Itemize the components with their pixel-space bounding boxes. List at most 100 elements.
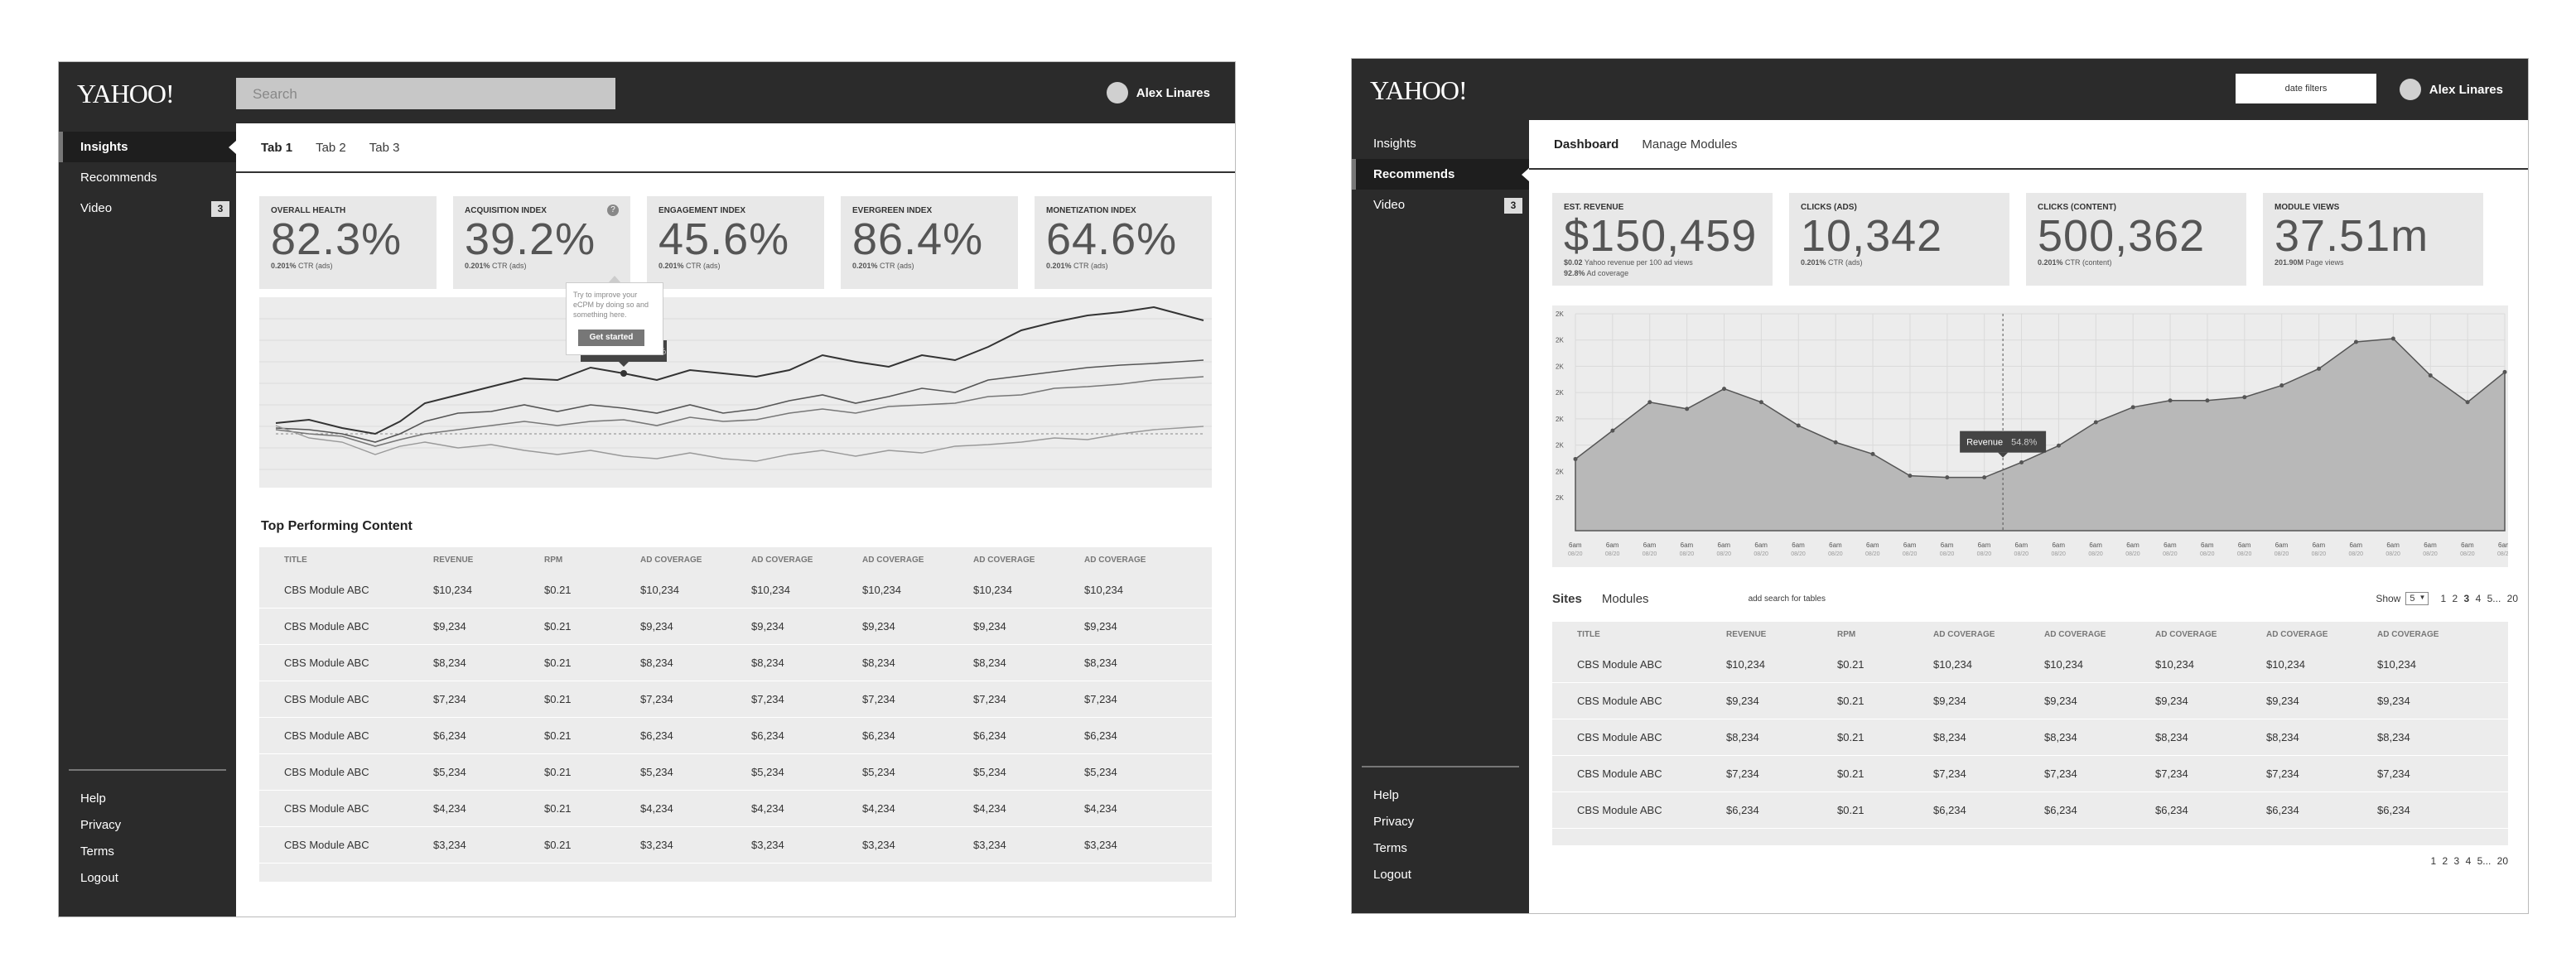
privacy-link[interactable]: Privacy (80, 818, 122, 832)
main-content: Dashboard Manage Modules EST. REVENUE $15… (1529, 120, 2528, 913)
metric-card[interactable]: EVERGREEN INDEX 86.4% 0.201% CTR (ads) (841, 196, 1018, 289)
table-row[interactable]: CBS Module ABC $3,234 $0.21 $3,234 $3,234 $3,… (259, 827, 1212, 864)
help-icon[interactable]: ? (607, 204, 619, 216)
get-started-button[interactable]: Get started (578, 330, 644, 346)
column-header[interactable]: AD COVERAGE (640, 555, 702, 565)
table-row[interactable]: CBS Module ABC $6,234 $0.21 $6,234 $6,234 $6,… (259, 718, 1212, 754)
column-header[interactable]: AD COVERAGE (973, 555, 1035, 565)
date-filters-input[interactable]: date filters (2236, 74, 2376, 103)
table-cell: $0.21 (544, 693, 572, 705)
metric-card[interactable]: MODULE VIEWS 37.51m 201.90M Page views (2263, 193, 2483, 286)
table-cell: $7,234 (2266, 767, 2299, 780)
user-name: Alex Linares (2429, 82, 2503, 97)
y-tick-label: 2K (1556, 363, 1564, 370)
column-header[interactable]: AD COVERAGE (862, 555, 924, 565)
rows-per-page-select[interactable]: 5 ▼ (2405, 592, 2429, 605)
table-cell: $6,234 (1933, 804, 1966, 816)
table-row[interactable]: CBS Module ABC $7,234 $0.21 $7,234 $7,234 $7,… (259, 681, 1212, 718)
table-search-input[interactable]: add search for tables (1748, 594, 1826, 604)
tab-manage-modules[interactable]: Manage Modules (1642, 137, 1738, 152)
tab-modules[interactable]: Modules (1601, 591, 1649, 606)
data-point (1870, 451, 1875, 456)
x-tick-sublabel: 08/20 (2423, 551, 2438, 557)
column-header[interactable]: AD COVERAGE (1084, 555, 1146, 565)
sidebar-item-insights[interactable]: Insights (1352, 128, 1529, 159)
table-row[interactable]: CBS Module ABC $9,234 $0.21 $9,234 $9,234 $9,… (1552, 683, 2508, 719)
sidebar-divider (1362, 766, 1519, 767)
column-header[interactable]: TITLE (1577, 629, 1600, 639)
avatar[interactable] (2399, 79, 2421, 100)
x-tick-sublabel: 08/20 (1605, 551, 1620, 557)
metric-card[interactable]: OVERALL HEALTH 82.3% 0.201% CTR (ads) (259, 196, 437, 289)
table-row[interactable]: CBS Module ABC $9,234 $0.21 $9,234 $9,234 $9,… (259, 609, 1212, 645)
tab-dashboard[interactable]: Dashboard (1554, 137, 1619, 152)
column-header[interactable]: AD COVERAGE (751, 555, 813, 565)
tab-2[interactable]: Tab 2 (316, 140, 346, 155)
column-header[interactable]: TITLE (284, 555, 307, 565)
tab-1[interactable]: Tab 1 (261, 140, 293, 155)
table-row[interactable]: CBS Module ABC $7,234 $0.21 $7,234 $7,234 $7,… (1552, 756, 2508, 792)
yahoo-logo[interactable]: YAHOO! (77, 79, 175, 108)
user-menu[interactable]: Alex Linares (2399, 79, 2503, 100)
logout-link[interactable]: Logout (1373, 868, 1411, 882)
table-row[interactable]: CBS Module ABC $8,234 $0.21 $8,234 $8,234 $8,… (259, 645, 1212, 681)
tab-bar: Tab 1 Tab 2 Tab 3 (236, 123, 1235, 173)
table-row[interactable]: CBS Module ABC $6,234 $0.21 $6,234 $6,234 $6,… (1552, 792, 2508, 829)
table-cell: $7,234 (973, 693, 1006, 705)
search-input[interactable]: Search (236, 78, 615, 109)
metric-card[interactable]: ENGAGEMENT INDEX 45.6% 0.201% CTR (ads) (647, 196, 824, 289)
help-link[interactable]: Help (1373, 788, 1399, 802)
x-tick-sublabel: 08/20 (2163, 551, 2178, 557)
column-header[interactable]: REVENUE (433, 555, 474, 565)
column-header[interactable]: RPM (1837, 629, 1856, 639)
metric-card[interactable]: ACQUISITION INDEX? 39.2% 0.201% CTR (ads) (453, 196, 630, 289)
logout-link[interactable]: Logout (80, 871, 118, 885)
help-link[interactable]: Help (80, 791, 106, 806)
column-header[interactable]: AD COVERAGE (2044, 629, 2106, 639)
pagination-top[interactable]: 1 2 3 4 5... 20 (2440, 593, 2518, 604)
chart-gridlines (259, 318, 1212, 470)
table-row[interactable]: CBS Module ABC $10,234 $0.21 $10,234 $10,234… (259, 572, 1212, 609)
table-row[interactable]: CBS Module ABC $4,234 $0.21 $4,234 $4,234 $4,… (259, 791, 1212, 827)
sidebar-item-recommends[interactable]: Recommends (59, 162, 236, 193)
x-tick-label: 6am (2126, 541, 2139, 549)
card-subtext: $0.02 Yahoo revenue per 100 ad views (1564, 258, 1693, 267)
metric-card[interactable]: CLICKS (ADS) 10,342 0.201% CTR (ads) (1789, 193, 2009, 286)
sidebar-item-video[interactable]: Video 3 (59, 193, 236, 224)
table-cell: $4,234 (751, 802, 784, 815)
y-tick-label: 2K (1556, 337, 1564, 344)
table-row[interactable]: CBS Module ABC $5,234 $0.21 $5,234 $5,234 $5,… (259, 754, 1212, 791)
yahoo-logo[interactable]: YAHOO! (1370, 75, 1468, 105)
column-header[interactable]: REVENUE (1726, 629, 1767, 639)
table-row[interactable]: CBS Module ABC $8,234 $0.21 $8,234 $8,234 $8,… (1552, 719, 2508, 756)
card-subtext: 0.201% CTR (content) (2038, 258, 2112, 267)
metric-card[interactable]: CLICKS (CONTENT) 500,362 0.201% CTR (conte… (2026, 193, 2246, 286)
table-header-row: TITLE REVENUE RPM AD COVERAGE AD COVERAGE AD … (259, 547, 1212, 572)
avatar[interactable] (1106, 82, 1128, 103)
terms-link[interactable]: Terms (1373, 841, 1407, 855)
sidebar-item-insights[interactable]: Insights (59, 132, 236, 162)
table-cell: $8,234 (751, 657, 784, 669)
privacy-link[interactable]: Privacy (1373, 815, 1415, 829)
x-tick-sublabel: 08/20 (2385, 551, 2400, 557)
column-header[interactable]: AD COVERAGE (2155, 629, 2217, 639)
terms-link[interactable]: Terms (80, 844, 114, 859)
tab-sites[interactable]: Sites (1552, 591, 1582, 606)
column-header[interactable]: AD COVERAGE (2266, 629, 2328, 639)
metric-card[interactable]: MONETIZATION INDEX 64.6% 0.201% CTR (ads) (1035, 196, 1212, 289)
pagination-bottom[interactable]: 1 2 3 4 5... 20 (2430, 855, 2508, 867)
column-header[interactable]: AD COVERAGE (1933, 629, 1995, 639)
metric-card[interactable]: EST. REVENUE $150,459 $0.02 Yahoo revenue … (1552, 193, 1773, 286)
column-header[interactable]: AD COVERAGE (2377, 629, 2439, 639)
table-cell: $5,234 (973, 766, 1006, 778)
table-cell: $10,234 (2044, 658, 2083, 671)
table-cell: CBS Module ABC (1577, 804, 1662, 816)
column-header[interactable]: RPM (544, 555, 563, 565)
sidebar-item-recommends[interactable]: Recommends (1352, 159, 1529, 190)
user-menu[interactable]: Alex Linares (1106, 82, 1210, 103)
data-point (1982, 475, 1987, 480)
table-cell: $7,234 (862, 693, 895, 705)
tab-3[interactable]: Tab 3 (369, 140, 400, 155)
sidebar-item-video[interactable]: Video 3 (1352, 190, 1529, 220)
table-row[interactable]: CBS Module ABC $10,234 $0.21 $10,234 $10,234… (1552, 647, 2508, 683)
